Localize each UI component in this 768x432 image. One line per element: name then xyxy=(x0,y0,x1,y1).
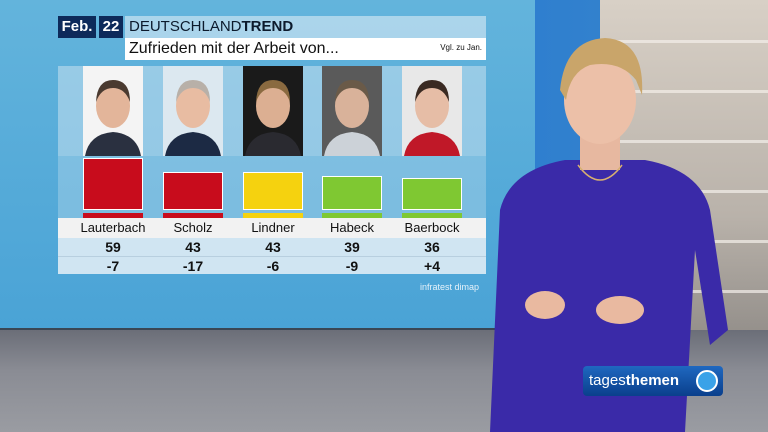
values-row: 59 43 43 39 36 xyxy=(58,238,486,256)
portrait-baerbock xyxy=(402,66,462,156)
bar-strip-habeck xyxy=(322,213,382,218)
portrait-lauterbach xyxy=(83,66,143,156)
name-label: Baerbock xyxy=(404,220,460,235)
name-label: Habeck xyxy=(329,220,375,235)
source-label: infratest dimap xyxy=(420,282,480,292)
portrait-habeck xyxy=(322,66,382,156)
portrait-row xyxy=(58,66,486,156)
value-label: 43 xyxy=(185,239,201,255)
bar-lindner xyxy=(243,172,303,210)
bar-habeck xyxy=(322,175,382,210)
video-wall: Feb. 22 DEUTSCHLANDTREND Zufrieden mit d… xyxy=(0,0,535,328)
bar-scholz xyxy=(163,172,223,210)
value-label: 59 xyxy=(105,239,121,255)
name-label: Scholz xyxy=(173,220,213,235)
names-row: Lauterbach Scholz Lindner Habeck Baerbock xyxy=(58,218,486,238)
bar-baerbock xyxy=(402,178,462,210)
deutschlandtrend-graphic: Feb. 22 DEUTSCHLANDTREND Zufrieden mit d… xyxy=(58,14,486,274)
change-label: -6 xyxy=(266,258,280,274)
change-label: -7 xyxy=(106,258,120,274)
change-label: -9 xyxy=(345,258,359,274)
portrait-lindner xyxy=(243,66,303,156)
changes-row: -7 -17 -6 -9 +4 xyxy=(58,256,486,274)
brand-bold: TREND xyxy=(241,18,294,35)
brand-light: DEUTSCHLAND xyxy=(129,18,242,35)
tagesthemen-logo: tagesthemen xyxy=(583,366,723,396)
bar-strip-scholz xyxy=(163,213,223,218)
bar-strip-baerbock xyxy=(402,213,462,218)
portrait-scholz xyxy=(163,66,223,156)
name-label: Lauterbach xyxy=(80,220,146,235)
name-label: Lindner xyxy=(251,220,295,235)
brand-title: DEUTSCHLANDTREND xyxy=(125,16,486,38)
change-label: +4 xyxy=(424,258,440,274)
change-label: -17 xyxy=(182,258,204,274)
bar-area xyxy=(58,156,486,218)
bar-lauterbach xyxy=(83,158,143,210)
value-label: 39 xyxy=(344,239,360,255)
presenter xyxy=(490,38,728,432)
value-label: 43 xyxy=(265,239,281,255)
question-text: Zufrieden mit der Arbeit von... xyxy=(129,40,339,57)
bar-strip-lauterbach xyxy=(83,213,143,218)
value-label: 36 xyxy=(424,239,440,255)
question-bar: Zufrieden mit der Arbeit von... Vgl. zu J… xyxy=(125,38,486,60)
year-label: 22 xyxy=(99,16,123,38)
logo-light: tages xyxy=(589,372,626,389)
ard-one-icon xyxy=(696,370,718,392)
comparison-note: Vgl. zu Jan. xyxy=(440,43,482,52)
logo-bold: themen xyxy=(625,372,680,389)
bar-strip-lindner xyxy=(243,213,303,218)
month-label: Feb. xyxy=(58,16,96,38)
